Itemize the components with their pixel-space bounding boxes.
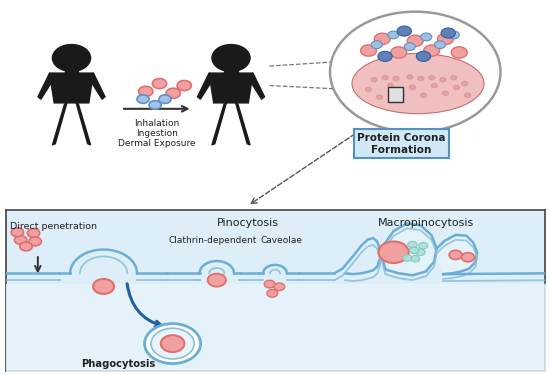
Circle shape xyxy=(330,12,500,132)
Polygon shape xyxy=(52,103,67,145)
Circle shape xyxy=(378,51,392,62)
Circle shape xyxy=(274,283,285,291)
Circle shape xyxy=(440,78,446,82)
Polygon shape xyxy=(50,73,94,103)
Circle shape xyxy=(416,51,431,62)
Circle shape xyxy=(407,75,412,79)
Circle shape xyxy=(442,91,449,95)
Circle shape xyxy=(424,45,440,56)
Circle shape xyxy=(374,33,390,45)
Circle shape xyxy=(382,76,388,80)
Text: Phagocytosis: Phagocytosis xyxy=(81,359,156,369)
Text: Protein Corona
Formation: Protein Corona Formation xyxy=(358,133,446,154)
Circle shape xyxy=(410,255,420,262)
Circle shape xyxy=(390,47,407,58)
Circle shape xyxy=(137,95,149,104)
Circle shape xyxy=(416,249,425,255)
Circle shape xyxy=(393,76,399,81)
Text: Macropinocytosis: Macropinocytosis xyxy=(378,218,474,228)
Polygon shape xyxy=(197,73,215,99)
Circle shape xyxy=(159,95,171,104)
Circle shape xyxy=(145,324,201,364)
Circle shape xyxy=(419,243,428,249)
Circle shape xyxy=(429,76,435,80)
Circle shape xyxy=(454,85,460,90)
Circle shape xyxy=(432,83,438,88)
Circle shape xyxy=(14,236,27,244)
Polygon shape xyxy=(38,73,56,99)
Circle shape xyxy=(449,251,462,260)
Polygon shape xyxy=(235,103,250,145)
Polygon shape xyxy=(76,103,91,145)
Circle shape xyxy=(438,33,453,45)
Circle shape xyxy=(398,93,405,98)
Text: Pinocytosis: Pinocytosis xyxy=(217,218,279,228)
Circle shape xyxy=(451,76,456,80)
Circle shape xyxy=(461,253,475,262)
Circle shape xyxy=(409,85,416,90)
Circle shape xyxy=(434,41,446,49)
Circle shape xyxy=(451,47,468,58)
Circle shape xyxy=(407,35,424,46)
Circle shape xyxy=(28,229,40,237)
Circle shape xyxy=(93,279,114,294)
Circle shape xyxy=(139,86,153,96)
Circle shape xyxy=(404,43,415,51)
Circle shape xyxy=(366,87,372,92)
Circle shape xyxy=(397,26,411,36)
Circle shape xyxy=(264,280,275,288)
Circle shape xyxy=(267,290,278,297)
Polygon shape xyxy=(224,72,238,73)
Circle shape xyxy=(421,33,432,41)
Circle shape xyxy=(208,274,226,286)
Circle shape xyxy=(149,100,161,109)
Circle shape xyxy=(361,45,376,56)
Circle shape xyxy=(410,247,419,254)
Circle shape xyxy=(166,88,180,98)
Circle shape xyxy=(376,95,383,99)
Circle shape xyxy=(11,228,24,237)
Circle shape xyxy=(20,242,32,251)
Circle shape xyxy=(464,93,471,98)
Polygon shape xyxy=(247,73,265,99)
Polygon shape xyxy=(64,72,79,73)
Text: Direct penetration: Direct penetration xyxy=(10,222,97,231)
Circle shape xyxy=(212,45,250,72)
Circle shape xyxy=(161,335,184,352)
Text: Clathrin-dependent: Clathrin-dependent xyxy=(169,236,257,245)
Polygon shape xyxy=(380,224,437,275)
Text: Inhalation
Ingestion
Dermal Exposure: Inhalation Ingestion Dermal Exposure xyxy=(118,118,196,148)
Bar xyxy=(388,87,403,102)
Circle shape xyxy=(52,45,91,72)
Circle shape xyxy=(441,28,455,38)
Circle shape xyxy=(151,328,194,359)
Circle shape xyxy=(418,76,424,81)
Circle shape xyxy=(387,83,394,88)
Circle shape xyxy=(408,241,417,248)
Circle shape xyxy=(421,93,427,98)
Circle shape xyxy=(378,242,409,263)
Circle shape xyxy=(177,81,191,90)
Circle shape xyxy=(29,237,41,246)
Circle shape xyxy=(388,31,399,39)
Circle shape xyxy=(403,255,411,261)
Polygon shape xyxy=(209,73,253,103)
Circle shape xyxy=(371,78,377,82)
Circle shape xyxy=(461,81,468,86)
Ellipse shape xyxy=(352,53,484,114)
Polygon shape xyxy=(437,235,477,274)
Circle shape xyxy=(152,78,167,88)
Circle shape xyxy=(371,41,382,49)
Polygon shape xyxy=(212,103,227,145)
Polygon shape xyxy=(87,73,105,99)
Text: Caveolae: Caveolae xyxy=(261,236,302,245)
Circle shape xyxy=(448,31,459,39)
